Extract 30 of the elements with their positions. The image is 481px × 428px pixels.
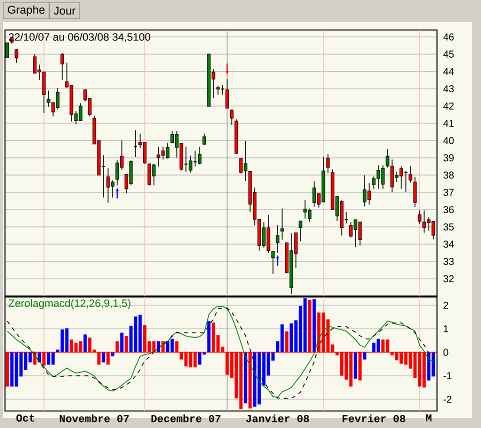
- y-tick-label: 36: [443, 206, 454, 214]
- y-tick-label: 35: [443, 223, 454, 230]
- x-tick-label: Fevrier 08: [342, 414, 406, 422]
- y-tick-label: 42: [443, 102, 454, 110]
- y-tick-label: 34: [443, 240, 454, 248]
- x-tick-label: Oct: [16, 414, 34, 422]
- text: Graphe: [8, 5, 45, 16]
- text: Jour: [54, 6, 76, 15]
- y-tick-label: 33: [443, 258, 454, 265]
- y-tick-label: 2: [444, 302, 448, 309]
- chart-title: 22/10/07 au 06/03/08 34,5100: [8, 32, 150, 42]
- y-tick-label: 38: [443, 172, 454, 179]
- y-tick-label: 37: [443, 188, 454, 196]
- y-tick-label: 43: [443, 85, 454, 92]
- y-tick-label: 40: [443, 137, 454, 144]
- y-tick-label: 45: [443, 50, 454, 58]
- y-tick-label: -2: [443, 396, 452, 403]
- y-tick-label: 0: [443, 348, 448, 356]
- x-tick-label: Novembre 07: [60, 414, 129, 422]
- y-tick-label: 32: [443, 275, 454, 282]
- y-tick-label: 1: [444, 325, 448, 332]
- y-tick-label: -1: [443, 372, 452, 380]
- y-tick-label: 39: [443, 154, 454, 162]
- y-tick-label: 46: [443, 33, 454, 40]
- chart-title: Zerolagmacd(12,26,9,1,5): [8, 299, 130, 310]
- y-tick-label: 44: [443, 68, 454, 75]
- x-tick-label: Janvier 08: [246, 414, 310, 422]
- x-tick-label: Decembre 07: [151, 414, 220, 422]
- x-tick-label: M: [426, 414, 432, 422]
- y-tick-label: 41: [443, 120, 454, 127]
